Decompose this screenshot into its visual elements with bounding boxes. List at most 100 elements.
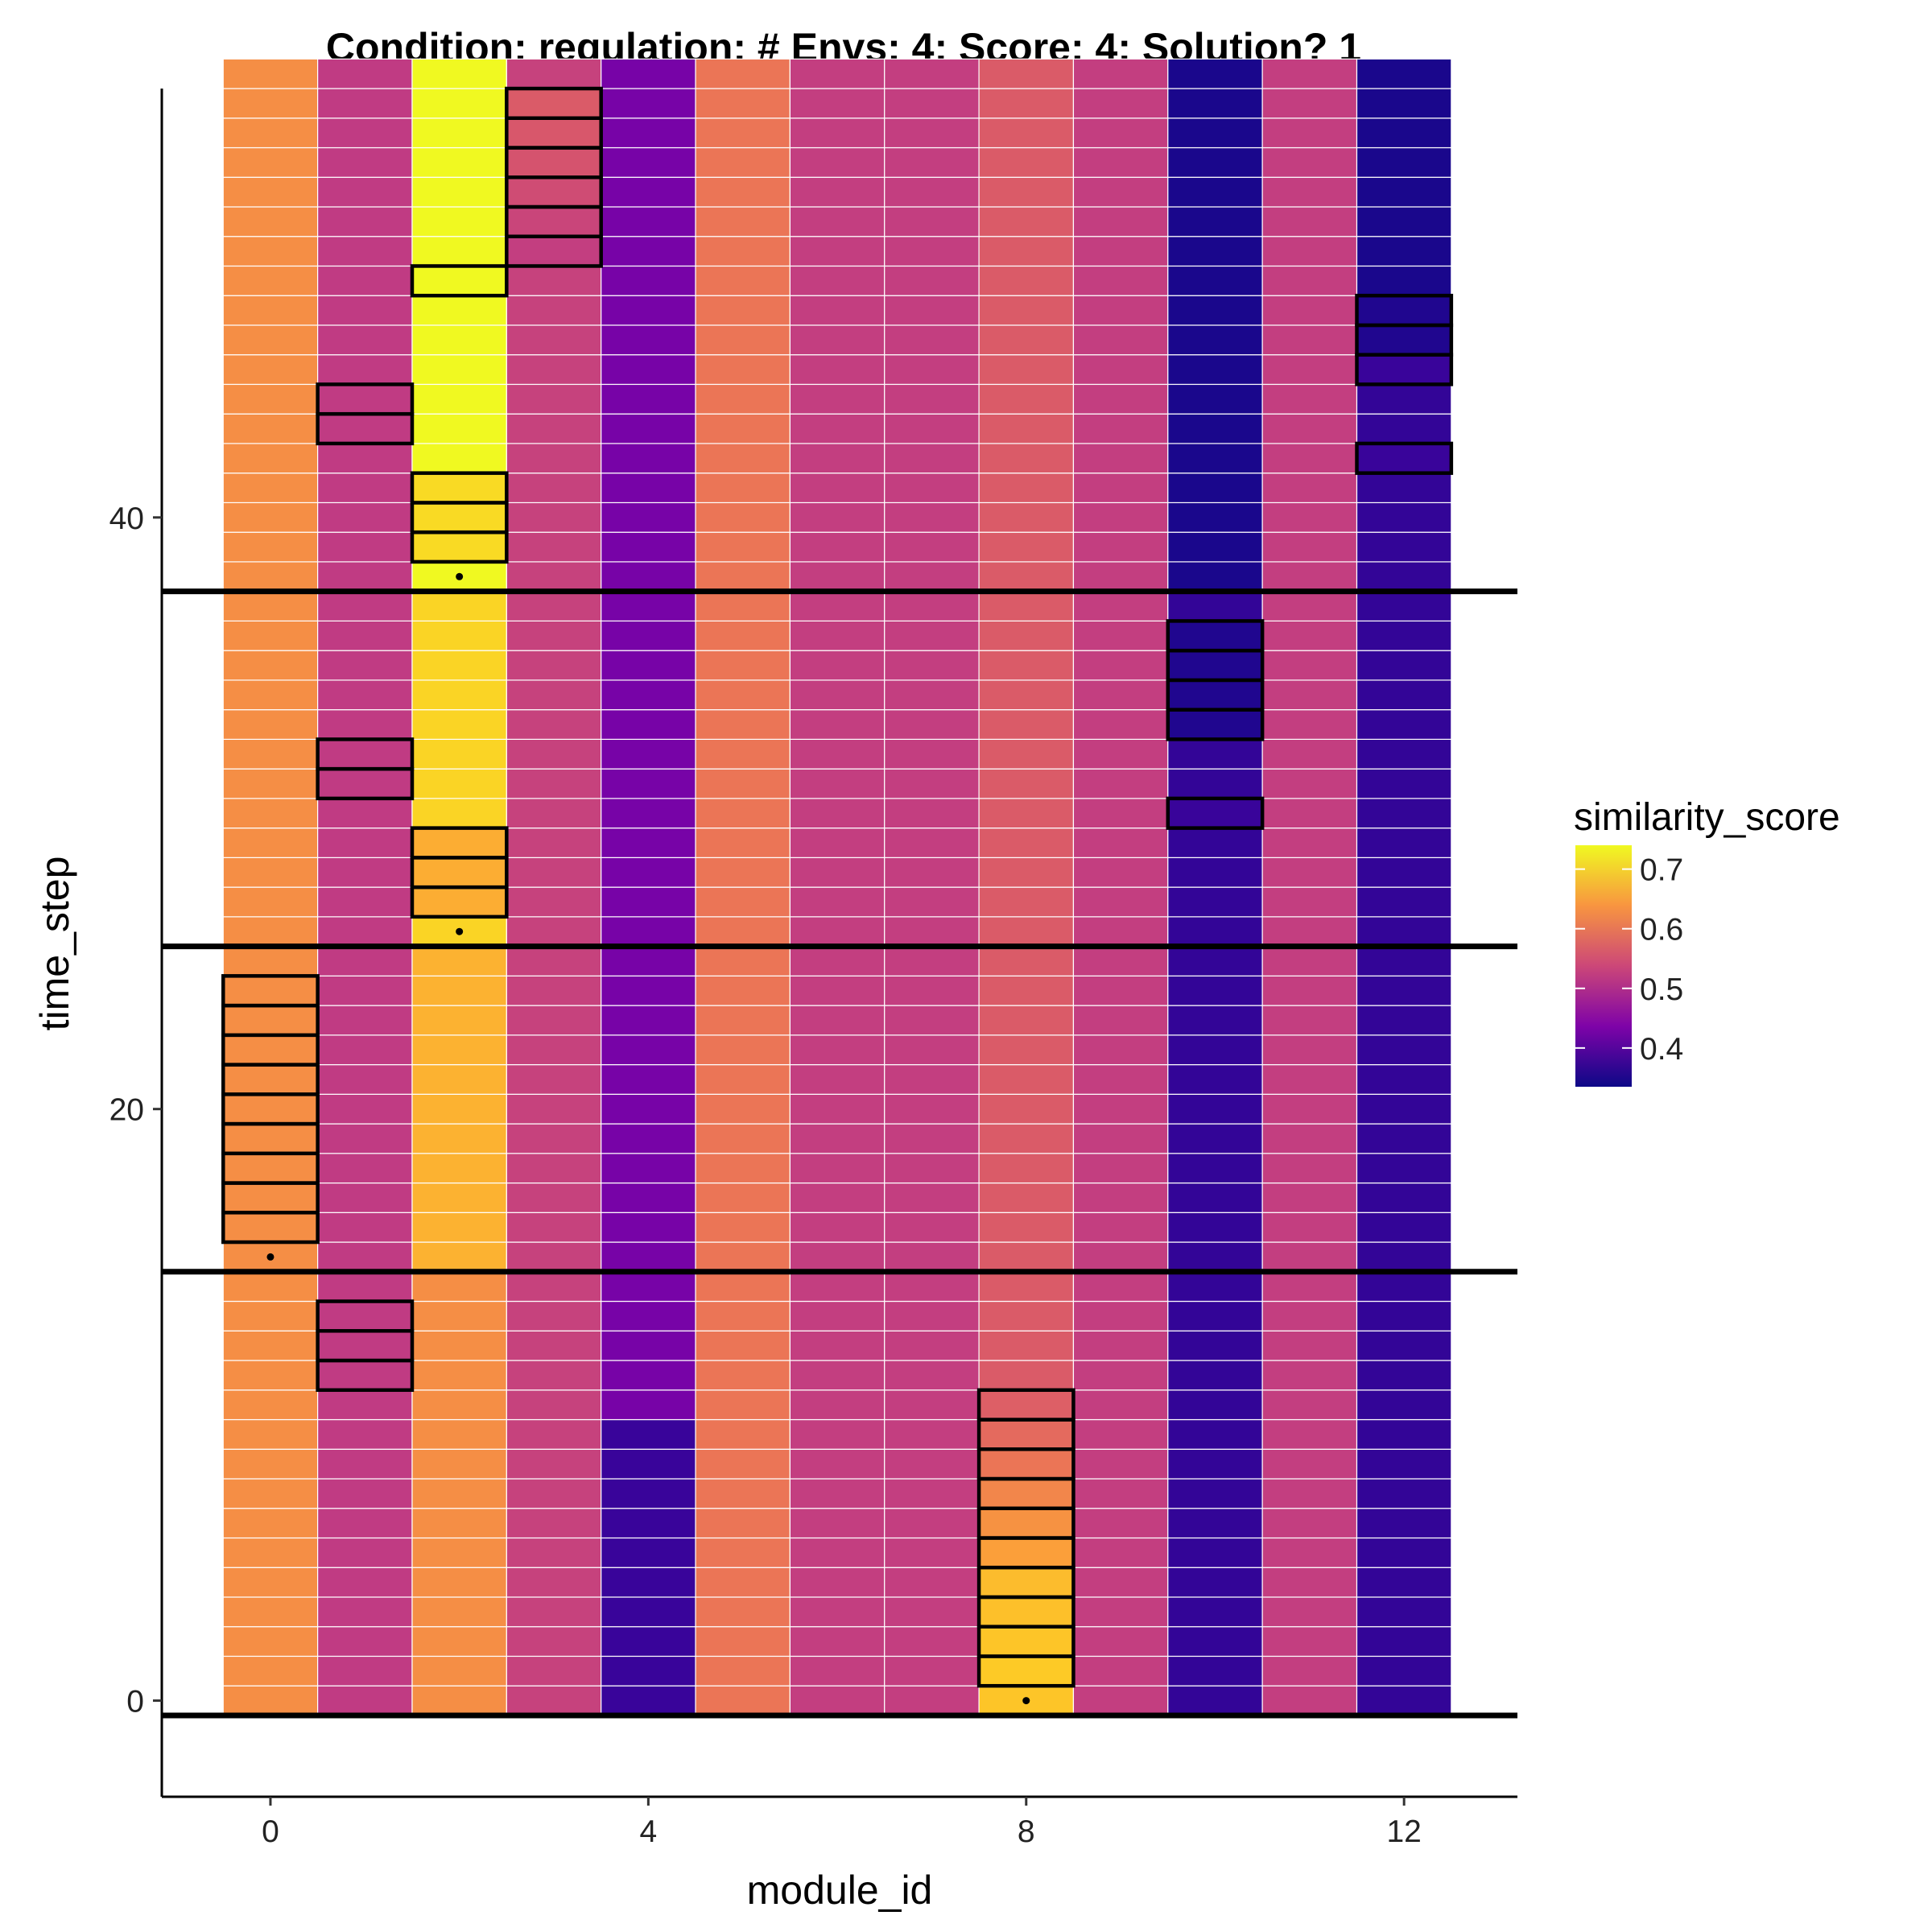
heatmap-cell (789, 265, 886, 296)
heatmap-cell (978, 828, 1075, 858)
heatmap-cell (222, 443, 319, 474)
heatmap-cell (411, 650, 507, 681)
heatmap-cell (1167, 1005, 1263, 1036)
heatmap-cell (978, 118, 1075, 149)
heatmap-cell (1261, 354, 1358, 386)
heatmap-cell (1072, 798, 1169, 829)
heatmap-cell (222, 413, 319, 444)
heatmap-cell (789, 413, 886, 444)
heatmap-cell (506, 1123, 602, 1154)
heatmap-cell (601, 354, 696, 386)
heatmap-cell (601, 768, 696, 799)
heatmap-cell (978, 591, 1075, 622)
heatmap-cell (506, 768, 602, 799)
heatmap-cell (506, 531, 602, 563)
heatmap-cell (1261, 1508, 1358, 1539)
heatmap-cell (1356, 58, 1452, 89)
heatmap-cell (978, 1063, 1075, 1095)
heatmap-cell (884, 265, 980, 296)
heatmap-cell (1072, 1034, 1169, 1066)
heatmap-cell (789, 147, 886, 178)
heatmap-cell (789, 176, 886, 208)
heatmap-cell (695, 1360, 791, 1391)
heatmap-cell (411, 945, 507, 976)
reference-lines (162, 588, 1517, 1719)
heatmap-cell (601, 1478, 696, 1509)
heatmap-cell (1356, 1034, 1452, 1066)
heatmap-cell (1167, 206, 1263, 237)
heatmap-cell (317, 443, 413, 474)
heatmap-cell (884, 1300, 980, 1331)
heatmap-cell (506, 1063, 602, 1095)
heatmap-cell (601, 1626, 696, 1657)
heatmap-cell (1072, 857, 1169, 888)
heatmap-cell (789, 561, 886, 592)
heatmap-cell (1072, 265, 1169, 296)
heatmap-cell (1356, 413, 1452, 444)
heatmap-cell (1167, 531, 1263, 563)
heatmap-cell (1167, 975, 1263, 1006)
heatmap-cell (601, 1685, 696, 1716)
heatmap-cell (601, 236, 696, 267)
heatmap-cell (978, 1241, 1075, 1273)
heatmap-cell (1356, 975, 1452, 1006)
heatmap-cell (1356, 798, 1452, 829)
heatmap-cell (411, 768, 507, 799)
heatmap-cell (1356, 1063, 1452, 1095)
heatmap-cell (411, 1241, 507, 1273)
heatmap-cell (884, 236, 980, 267)
heatmap-cell (978, 945, 1075, 976)
heatmap-cell (1167, 1596, 1263, 1628)
heatmap-cell (506, 1005, 602, 1036)
heatmap-cell (317, 1182, 413, 1213)
highlighted-cell (1166, 796, 1265, 830)
heatmap-cell (1072, 679, 1169, 711)
heatmap-cell (1167, 443, 1263, 474)
heatmap-cell (695, 354, 791, 386)
heatmap-cell (695, 1478, 791, 1509)
heatmap-cell (222, 1448, 319, 1480)
x-tick-label: 8 (1018, 1814, 1035, 1849)
heatmap-cell (1072, 1182, 1169, 1213)
heatmap-cell (506, 1508, 602, 1539)
heatmap-cell (317, 1063, 413, 1095)
heatmap-cell (978, 147, 1075, 178)
heatmap-cell (789, 1212, 886, 1243)
heatmap-cell (222, 354, 319, 386)
heatmap-cell (506, 1655, 602, 1686)
heatmap-cell (506, 1360, 602, 1391)
heatmap-cell (411, 443, 507, 474)
heatmap-cell (506, 620, 602, 651)
highlighted-cell (976, 1595, 1075, 1629)
heatmap-cell (1261, 236, 1358, 267)
heatmap-cell (601, 1212, 696, 1243)
heatmap-cell (1356, 1360, 1452, 1391)
heatmap-cell (884, 1360, 980, 1391)
heatmap-cell (1356, 1389, 1452, 1421)
heatmap-cell (411, 1182, 507, 1213)
heatmap-cell (1356, 531, 1452, 563)
heatmap-cell (884, 1034, 980, 1066)
heatmap-cell (789, 236, 886, 267)
heatmap-cell (884, 443, 980, 474)
heatmap-cell (601, 798, 696, 829)
y-ticks: 0 20 40 (109, 502, 162, 1719)
heatmap-cell (1356, 147, 1452, 178)
heatmap-cell (222, 58, 319, 89)
heatmap-cell (222, 1685, 319, 1716)
heatmap-cell (601, 176, 696, 208)
highlighted-cell (221, 974, 320, 1008)
heatmap-cell (1072, 828, 1169, 858)
heatmap-cell (1167, 591, 1263, 622)
heatmap-cell (601, 324, 696, 356)
heatmap-cell (601, 709, 696, 740)
heatmap-cell (317, 1448, 413, 1480)
heatmap-cell (1261, 886, 1358, 918)
heatmap-cell (978, 709, 1075, 740)
heatmap-cell (1072, 236, 1169, 267)
heatmap-cell (1356, 620, 1452, 651)
heatmap-cell (317, 1005, 413, 1036)
heatmap-cell (1261, 324, 1358, 356)
heatmap-cell (978, 383, 1075, 415)
y-tick-label: 20 (109, 1093, 144, 1128)
